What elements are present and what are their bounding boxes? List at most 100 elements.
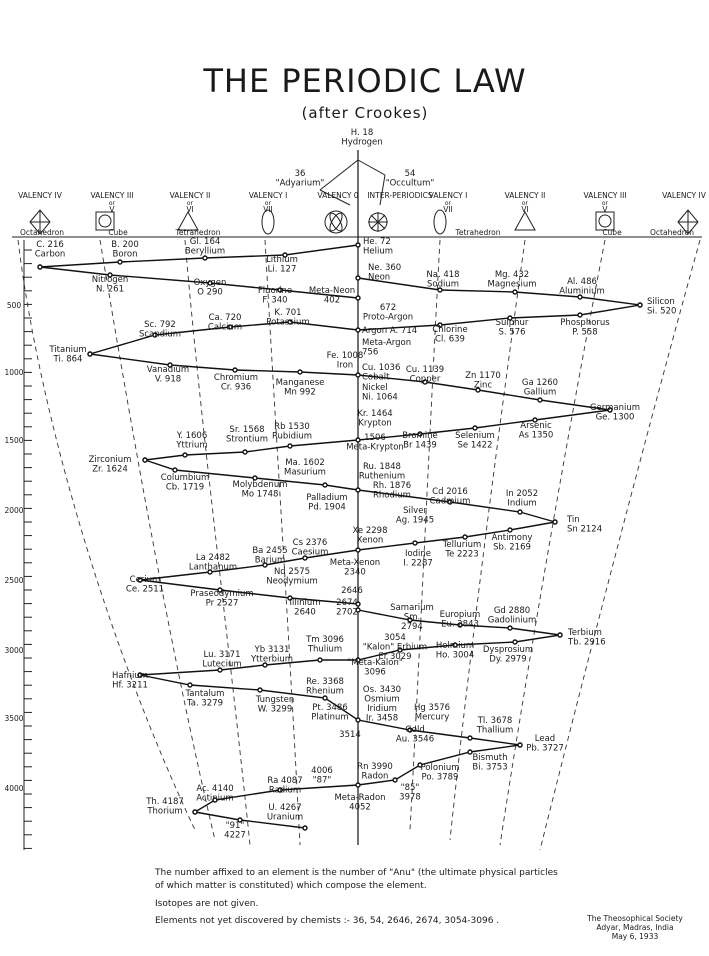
node	[202, 255, 208, 261]
node	[355, 547, 361, 553]
element-label: Y. 1606	[176, 431, 208, 441]
form-label: Octahedron	[650, 228, 694, 237]
valency-label: VII	[263, 205, 273, 214]
element-label: Sulphur	[496, 318, 529, 328]
element-label: Selenium	[455, 431, 495, 441]
element-label: 2640	[294, 608, 316, 618]
node	[407, 727, 413, 733]
element-label: Strontium	[226, 435, 268, 445]
element-label: As 1350	[519, 431, 554, 441]
element-label: Cerium	[130, 575, 161, 585]
node	[392, 777, 398, 783]
node	[355, 242, 361, 248]
node	[517, 509, 523, 515]
element-label: Ni. 1064	[362, 393, 398, 403]
element-label: Hafnium	[112, 671, 148, 681]
node	[252, 475, 258, 481]
element-label: "Meta-Kalon"	[347, 658, 403, 668]
node	[322, 482, 328, 488]
element-label: "85"	[401, 783, 420, 793]
element-label: Lithium	[266, 255, 298, 265]
element-label: Xenon	[357, 536, 384, 546]
node	[397, 647, 403, 653]
node	[355, 601, 361, 607]
node	[217, 667, 223, 673]
valency-zero-icon	[324, 210, 348, 234]
valency-label: or	[109, 200, 116, 207]
element-label: Sm.	[404, 613, 420, 623]
element-label: Radium	[269, 786, 301, 796]
element-label: Al. 486	[567, 277, 597, 287]
node	[355, 295, 361, 301]
node	[277, 287, 283, 293]
node	[412, 540, 418, 546]
element-label: Arsenic	[520, 421, 552, 431]
element-label: K. 701	[274, 308, 301, 318]
node	[467, 749, 473, 755]
element-label: "87"	[313, 776, 332, 786]
node	[355, 657, 361, 663]
element-label: Pd. 1904	[308, 503, 346, 513]
element-label: Cl. 639	[435, 335, 465, 345]
element-label: Ce. 2511	[126, 585, 164, 595]
orbit	[329, 212, 343, 232]
node	[355, 782, 361, 788]
element-label: Re. 3368	[306, 677, 344, 687]
form-label: Cube	[108, 228, 128, 237]
scale-label: 2000	[4, 506, 23, 515]
dashed-curve	[99, 239, 216, 841]
element-label: Cd 2016	[432, 487, 468, 497]
valency-label: VALENCY II	[505, 191, 546, 200]
node	[287, 443, 293, 449]
element-label: Yb 3131	[254, 645, 290, 655]
element-label: Sr. 1568	[229, 425, 264, 435]
note: The number affixed to an element is the …	[154, 868, 558, 878]
valency-label: INTER-PERIODICS	[367, 191, 433, 200]
element-label: Hf. 3211	[112, 681, 148, 691]
valency-label: VALENCY I	[249, 191, 288, 200]
node	[512, 289, 518, 295]
node	[322, 695, 328, 701]
element-label: Meta-Krypton	[346, 443, 404, 453]
dashed-curve	[264, 239, 301, 846]
element-label: Thallium	[476, 726, 514, 736]
node	[355, 275, 361, 281]
node	[355, 372, 361, 378]
element-label: Meta-Xenon	[330, 558, 380, 568]
element-label: Thorium	[146, 807, 182, 817]
valency-one-icon	[433, 209, 447, 235]
period-chains	[37, 242, 643, 831]
node	[507, 527, 513, 533]
note: of which matter is constituted) which co…	[155, 881, 427, 891]
element-label: Ag. 1945	[396, 516, 434, 526]
element-label: Platinum	[311, 713, 348, 723]
element-label: Titanium	[48, 345, 86, 355]
valency-label: or	[187, 200, 194, 207]
element-label: Barium	[255, 556, 286, 566]
valency-label: VII	[443, 205, 453, 214]
element-label: Po. 3789	[422, 773, 459, 783]
element-label: Iridium	[367, 704, 397, 714]
element-label: Lead	[535, 734, 555, 744]
note: Elements not yet discovered by chemists …	[155, 916, 499, 926]
element-label: Praseodymium	[190, 589, 253, 599]
element-label: Actinium	[196, 794, 233, 804]
element-label: 3978	[399, 793, 421, 803]
element-label: Silicon	[647, 297, 675, 307]
node	[417, 431, 423, 437]
element-label: Gold	[405, 725, 425, 735]
element-label: Fe. 1008	[327, 351, 364, 361]
node	[302, 825, 308, 831]
element-label: Copper	[410, 375, 441, 385]
node	[517, 742, 523, 748]
element-label: Polonium	[420, 763, 459, 773]
element-label: "91"	[226, 821, 245, 831]
node	[355, 437, 361, 443]
element-label: Tin	[566, 515, 580, 525]
element-label: Thulium	[307, 645, 342, 655]
element-label: Bi. 3753	[472, 763, 507, 773]
element-label: Magnesium	[487, 280, 536, 290]
element-label: Chlorine	[432, 325, 467, 335]
valency-label: VALENCY IV	[662, 191, 707, 200]
element-label: Vanadium	[147, 365, 189, 375]
